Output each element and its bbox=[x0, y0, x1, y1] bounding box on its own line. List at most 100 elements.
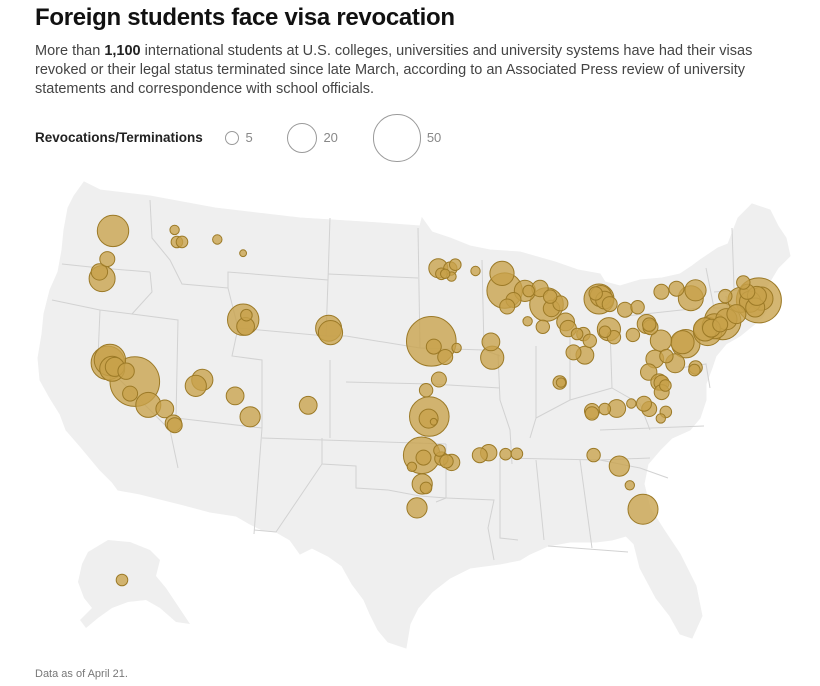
school-bubble-40[interactable] bbox=[499, 298, 516, 315]
school-bubble-64[interactable] bbox=[471, 447, 488, 464]
border-az-nm bbox=[253, 427, 263, 535]
border-mt-nd bbox=[327, 217, 331, 281]
legend-label-50: 50 bbox=[426, 130, 442, 145]
school-bubble-88[interactable] bbox=[642, 317, 657, 332]
school-bubble-28[interactable] bbox=[239, 406, 261, 428]
intro-text: More than 1,100 international students a… bbox=[35, 42, 775, 99]
school-bubble-42[interactable] bbox=[522, 284, 536, 298]
school-bubble-54[interactable] bbox=[433, 444, 446, 457]
border-ne-ks bbox=[345, 381, 433, 385]
school-bubble-116[interactable] bbox=[565, 344, 582, 361]
school-bubble-109[interactable] bbox=[655, 413, 666, 424]
legend-circle-5 bbox=[224, 130, 240, 146]
us-map bbox=[37, 181, 791, 649]
school-bubble-46[interactable] bbox=[481, 332, 501, 352]
school-bubble-3[interactable] bbox=[175, 235, 189, 249]
school-bubble-108[interactable] bbox=[626, 398, 637, 409]
school-bubble-84[interactable] bbox=[598, 325, 612, 339]
school-bubble-48[interactable] bbox=[437, 349, 454, 365]
school-bubble-19[interactable] bbox=[166, 417, 183, 434]
school-bubble-82[interactable] bbox=[617, 301, 633, 318]
school-bubble-145[interactable] bbox=[115, 573, 129, 587]
school-bubble-90[interactable] bbox=[630, 300, 645, 315]
school-bubble-113[interactable] bbox=[598, 402, 612, 416]
school-bubble-36[interactable] bbox=[470, 265, 481, 277]
school-bubble-13[interactable] bbox=[117, 362, 135, 380]
school-bubble-93[interactable] bbox=[649, 329, 673, 352]
school-bubble-33[interactable] bbox=[449, 258, 462, 271]
school-bubble-96[interactable] bbox=[659, 348, 674, 364]
school-bubble-132[interactable] bbox=[684, 279, 707, 302]
school-bubble-6[interactable] bbox=[99, 251, 116, 268]
school-bubble-98[interactable] bbox=[688, 363, 701, 377]
school-bubble-58[interactable] bbox=[439, 454, 454, 469]
school-bubble-5[interactable] bbox=[212, 234, 223, 245]
school-bubble-35[interactable] bbox=[440, 268, 451, 280]
school-bubble-91[interactable] bbox=[625, 327, 641, 343]
border-vt-nh bbox=[731, 227, 735, 289]
border-tn-al bbox=[535, 459, 545, 541]
border-ga-fl bbox=[547, 545, 629, 553]
intro-after: international students at U.S. colleges,… bbox=[35, 43, 753, 97]
school-bubble-37[interactable] bbox=[489, 260, 515, 287]
school-bubble-119[interactable] bbox=[555, 377, 567, 388]
school-bubble-133[interactable] bbox=[668, 280, 685, 297]
school-bubble-134[interactable] bbox=[653, 283, 670, 300]
border-nd-sd bbox=[327, 273, 419, 279]
border-al-ga bbox=[579, 459, 593, 549]
school-bubble-122[interactable] bbox=[624, 480, 635, 491]
school-bubble-56[interactable] bbox=[415, 449, 432, 466]
school-bubble-49[interactable] bbox=[418, 383, 434, 398]
border-ms bbox=[499, 458, 519, 541]
school-bubble-17[interactable] bbox=[155, 399, 175, 419]
school-bubble-4[interactable] bbox=[239, 249, 248, 258]
school-bubble-8[interactable] bbox=[90, 263, 109, 281]
school-bubble-67[interactable] bbox=[510, 447, 524, 461]
school-bubble-85[interactable] bbox=[582, 333, 597, 349]
school-bubble-112[interactable] bbox=[584, 406, 600, 421]
school-bubble-121[interactable] bbox=[608, 455, 630, 477]
school-bubble-63[interactable] bbox=[406, 497, 428, 519]
school-bubble-118[interactable] bbox=[522, 316, 533, 327]
school-bubble-95[interactable] bbox=[670, 330, 695, 355]
legend-title: Revocations/Terminations bbox=[35, 130, 203, 145]
school-bubble-29[interactable] bbox=[298, 395, 318, 415]
school-bubble-120[interactable] bbox=[586, 447, 601, 463]
alaska-shape bbox=[78, 540, 190, 628]
border-tx-nm bbox=[253, 463, 323, 533]
school-bubble-60[interactable] bbox=[406, 461, 418, 472]
school-bubble-135[interactable] bbox=[718, 288, 733, 304]
legend-circle-20 bbox=[287, 123, 318, 153]
school-bubble-50[interactable] bbox=[430, 371, 447, 388]
school-bubble-0[interactable] bbox=[96, 214, 130, 248]
school-bubble-136[interactable] bbox=[726, 304, 747, 325]
school-bubble-71[interactable] bbox=[543, 289, 558, 304]
school-bubble-22[interactable] bbox=[240, 308, 253, 322]
school-bubble-103[interactable] bbox=[659, 379, 672, 392]
intro-highlight-number: 1,100 bbox=[104, 43, 141, 59]
border-ar-la bbox=[445, 497, 495, 561]
border-or-id bbox=[131, 271, 153, 315]
school-bubble-143[interactable] bbox=[736, 275, 751, 290]
school-bubble-53[interactable] bbox=[429, 417, 438, 426]
school-bubble-15[interactable] bbox=[122, 385, 139, 402]
school-bubble-24[interactable] bbox=[317, 320, 344, 346]
school-bubble-66[interactable] bbox=[499, 447, 512, 461]
school-bubble-117[interactable] bbox=[535, 319, 550, 335]
school-bubble-44[interactable] bbox=[425, 338, 442, 355]
school-bubble-129[interactable] bbox=[712, 316, 729, 333]
school-bubble-2[interactable] bbox=[169, 224, 180, 236]
border-mo-east bbox=[497, 353, 513, 465]
legend-label-5: 5 bbox=[245, 130, 253, 145]
school-bubble-62[interactable] bbox=[419, 481, 433, 495]
school-bubble-75[interactable] bbox=[570, 327, 584, 341]
school-bubble-27[interactable] bbox=[225, 386, 245, 406]
school-bubble-45[interactable] bbox=[451, 342, 462, 354]
school-bubble-77[interactable] bbox=[588, 286, 603, 301]
school-bubble-107[interactable] bbox=[636, 395, 652, 412]
legend-label-20: 20 bbox=[323, 130, 338, 145]
school-bubble-81[interactable] bbox=[601, 296, 618, 313]
chart-title: Foreign students face visa revocation bbox=[35, 4, 455, 31]
school-bubble-123[interactable] bbox=[627, 493, 659, 525]
school-bubble-26[interactable] bbox=[184, 374, 207, 397]
